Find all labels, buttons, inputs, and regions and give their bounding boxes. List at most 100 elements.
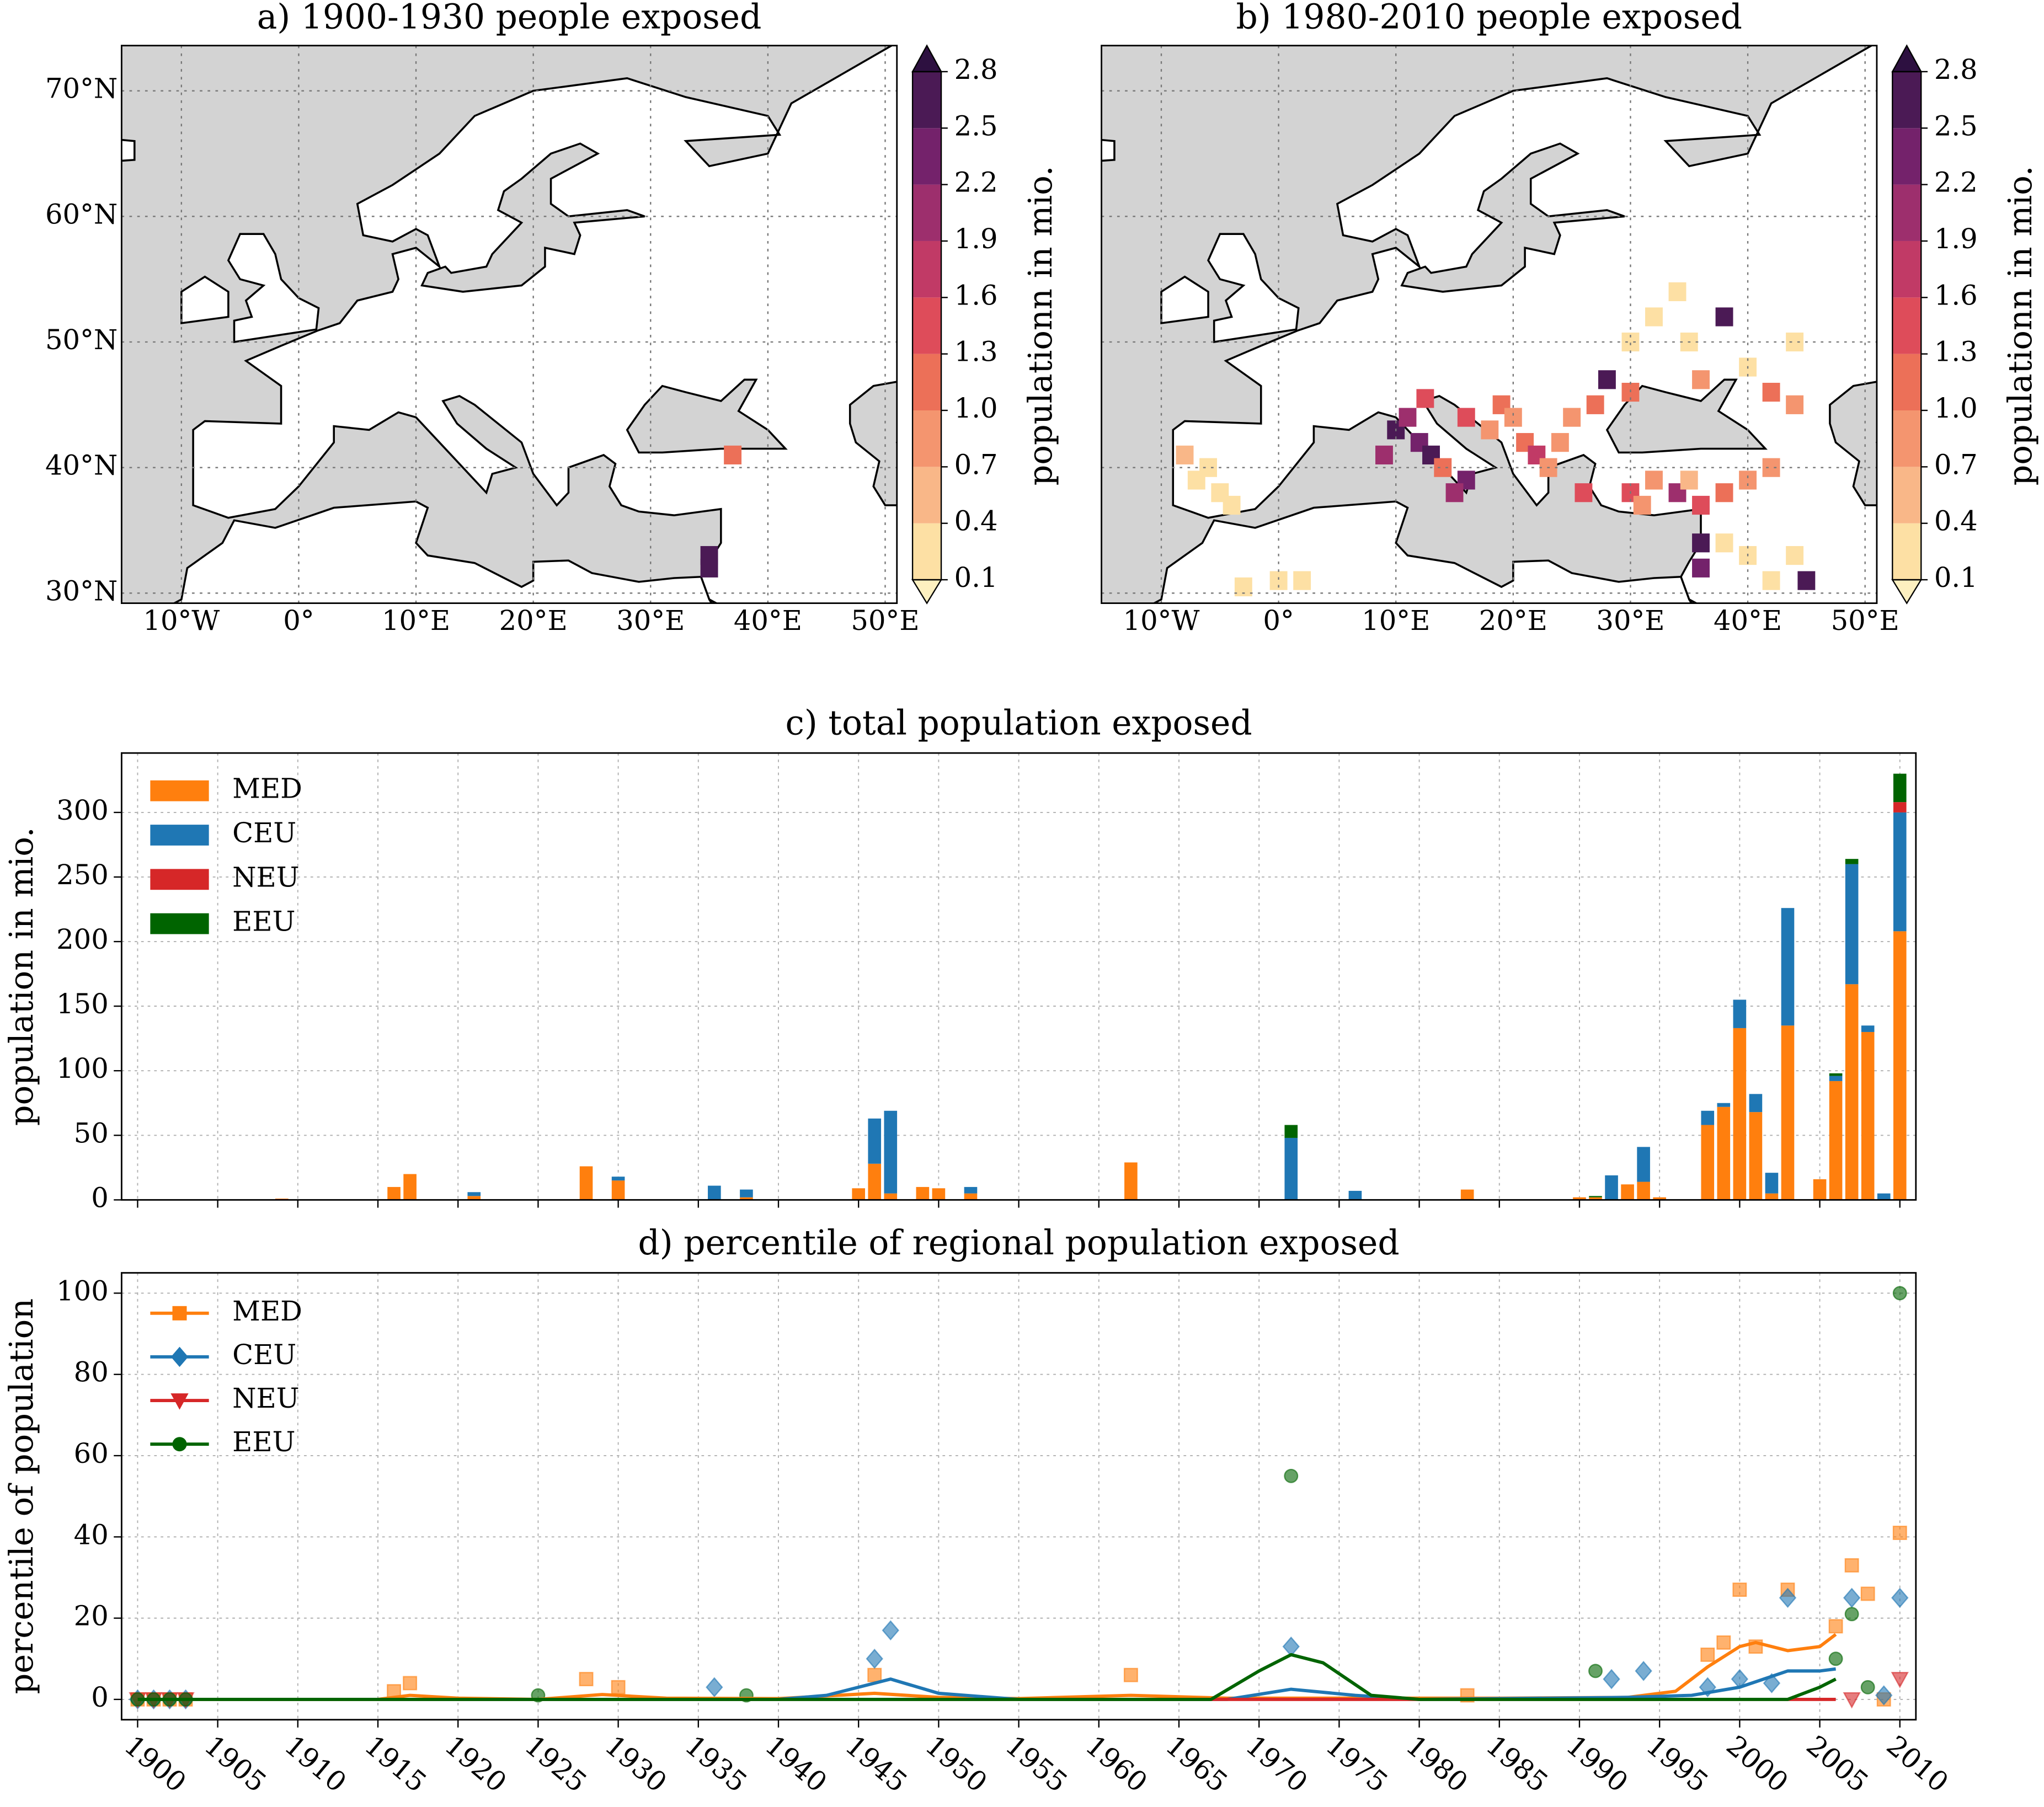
colorbar-extend xyxy=(911,579,943,605)
data-point xyxy=(579,1672,594,1687)
bar-segment xyxy=(1829,1081,1843,1200)
bar-segment xyxy=(467,1196,481,1200)
exposure-cell xyxy=(1457,408,1475,427)
data-point xyxy=(1860,1680,1875,1694)
colorbar-tick-label: 2.2 xyxy=(954,167,998,199)
data-point xyxy=(1892,1525,1907,1540)
y-tick-label: 0 xyxy=(91,1681,109,1713)
x-tick-label: 1900 xyxy=(118,1729,192,1799)
bar-segment xyxy=(1284,1125,1298,1138)
lon-tick-label: 20°E xyxy=(1479,605,1547,637)
lon-tick-label: 10°E xyxy=(382,605,450,637)
x-tick-label: 1950 xyxy=(919,1729,993,1799)
exposure-cell xyxy=(1586,395,1604,414)
bar-segment xyxy=(1861,1025,1875,1032)
bar-segment xyxy=(1765,1173,1779,1194)
exposure-cell xyxy=(1680,471,1698,490)
data-point xyxy=(882,1620,900,1641)
x-tick-label: 1970 xyxy=(1240,1729,1314,1799)
bar-segment xyxy=(740,1189,753,1197)
data-point xyxy=(867,1667,882,1682)
data-point xyxy=(866,1648,883,1669)
colorbar-tick-label: 1.3 xyxy=(1934,336,1978,368)
land xyxy=(1207,233,1300,344)
exposure-cell xyxy=(1762,382,1780,402)
data-point xyxy=(1828,1619,1843,1634)
map-title: b) 1980-2010 people exposed xyxy=(1236,0,1742,37)
bar-segment xyxy=(1589,1196,1602,1197)
data-point xyxy=(1843,1692,1861,1709)
colorbar-label: populationn in mio. xyxy=(1021,166,1059,486)
legend-label: MED xyxy=(232,773,302,805)
colorbar-tick-label: 0.7 xyxy=(954,448,998,480)
bar-segment xyxy=(387,1186,401,1200)
bar-segment xyxy=(1845,864,1859,985)
bar-segment xyxy=(932,1188,946,1200)
y-tick-label: 50 xyxy=(74,1117,109,1149)
x-tick-label: 2000 xyxy=(1720,1729,1794,1799)
data-point xyxy=(706,1677,723,1698)
colorbar-tick-label: 2.5 xyxy=(954,110,998,142)
x-tick-label: 1940 xyxy=(759,1729,833,1799)
bar-segment xyxy=(708,1185,721,1200)
lon-tick-label: 30°E xyxy=(616,605,685,637)
bar-segment xyxy=(1637,1147,1650,1182)
data-point xyxy=(1891,1672,1909,1688)
x-tick-label: 1915 xyxy=(359,1729,433,1799)
bar-segment xyxy=(868,1163,882,1200)
data-point xyxy=(1700,1647,1715,1662)
y-axis-label: population in mio. xyxy=(2,827,40,1126)
x-tick-label: 1980 xyxy=(1400,1729,1474,1799)
exposure-cell xyxy=(1399,408,1417,427)
bar-segment xyxy=(1845,984,1859,1200)
colorbar-bin xyxy=(912,128,942,185)
colorbar-bin xyxy=(912,71,942,129)
lat-tick-label: 70°N xyxy=(45,73,118,105)
colorbar-bin xyxy=(1892,297,1922,354)
bar-segment xyxy=(1781,1025,1795,1200)
y-tick-label: 300 xyxy=(56,794,109,826)
bar-segment xyxy=(1893,773,1907,803)
lon-tick-label: 50°E xyxy=(1831,605,1899,637)
land xyxy=(172,500,713,603)
exposure-cell xyxy=(1598,370,1616,389)
legend-swatch xyxy=(150,825,209,846)
bar-segment xyxy=(1701,1110,1715,1125)
colorbar-tick-label: 1.3 xyxy=(954,336,998,368)
bar-segment xyxy=(1637,1182,1650,1200)
lat-tick-label: 50°N xyxy=(45,324,118,356)
lon-tick-label: 30°E xyxy=(1596,605,1664,637)
colorbar-tick-label: 1.6 xyxy=(1934,279,1978,311)
bar-segment xyxy=(579,1166,593,1200)
y-tick-label: 250 xyxy=(56,859,109,891)
axes-frame xyxy=(120,752,1917,1201)
bar-segment xyxy=(884,1110,898,1194)
legend-label: CEU xyxy=(232,817,296,849)
bar-segment xyxy=(1701,1125,1715,1200)
y-tick-label: 150 xyxy=(56,988,109,1020)
lon-tick-label: 0° xyxy=(283,605,314,637)
lon-tick-label: 40°E xyxy=(1714,605,1782,637)
bar-segment xyxy=(611,1177,625,1181)
x-tick-label: 1945 xyxy=(839,1729,913,1799)
x-tick-label: 1910 xyxy=(279,1729,353,1799)
land xyxy=(121,138,136,162)
exposure-cell xyxy=(1445,483,1464,502)
lat-tick-label: 40°N xyxy=(45,450,118,482)
y-tick-label: 100 xyxy=(56,1275,109,1307)
smoothed-line xyxy=(137,1653,1837,1701)
colorbar-bin xyxy=(1892,128,1922,185)
colorbar-bin xyxy=(912,297,942,354)
chart-title: d) percentile of regional population exp… xyxy=(638,1223,1400,1263)
map-area xyxy=(121,45,897,603)
colorbar-tick-label: 2.5 xyxy=(1934,110,1978,142)
land xyxy=(227,233,320,344)
colorbar-bin xyxy=(1892,354,1922,411)
colorbar-tick-label: 1.0 xyxy=(1934,392,1978,424)
data-point xyxy=(1603,1669,1620,1690)
bar-segment xyxy=(884,1193,898,1200)
bar-segment xyxy=(1717,1106,1731,1200)
data-point xyxy=(1123,1667,1138,1682)
x-tick-label: 1925 xyxy=(519,1729,593,1799)
x-tick-label: 1905 xyxy=(199,1729,273,1799)
